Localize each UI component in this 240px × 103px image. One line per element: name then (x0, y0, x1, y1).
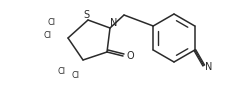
Text: Cl: Cl (44, 30, 52, 39)
Text: S: S (83, 10, 89, 20)
Text: N: N (110, 18, 118, 28)
Text: N: N (205, 62, 212, 72)
Text: Cl: Cl (72, 71, 80, 81)
Text: Cl: Cl (58, 67, 66, 77)
Text: Cl: Cl (48, 18, 56, 26)
Text: O: O (126, 51, 134, 61)
